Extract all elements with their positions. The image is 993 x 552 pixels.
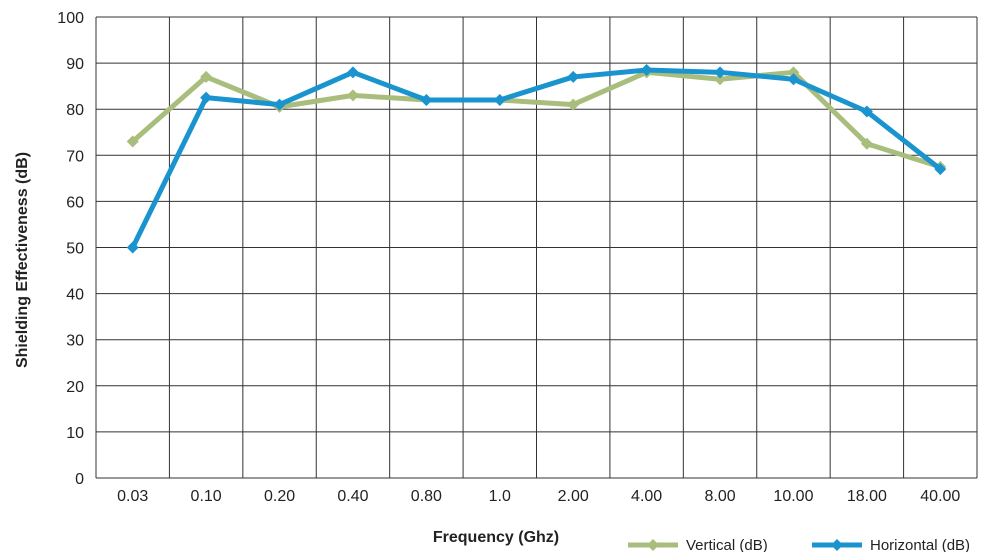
legend-marker-horizontal — [831, 539, 843, 551]
legend-item-vertical: Vertical (dB) — [628, 537, 768, 552]
x-tick-label: 1.0 — [489, 488, 511, 505]
x-tick-label: 2.00 — [558, 488, 589, 505]
data-point-horizontal — [420, 93, 433, 106]
data-point-horizontal — [126, 241, 139, 254]
legend-item-horizontal: Horizontal (dB) — [812, 537, 970, 552]
data-point-vertical — [567, 98, 580, 111]
x-tick-label: 8.00 — [704, 488, 735, 505]
data-point-vertical — [860, 137, 873, 150]
legend: Vertical (dB) Horizontal (dB) — [628, 537, 970, 552]
x-tick-label: 40.00 — [920, 488, 960, 505]
data-point-horizontal — [787, 73, 800, 86]
legend-label-horizontal: Horizontal (dB) — [870, 537, 970, 552]
series-horizontal — [126, 64, 947, 254]
y-tick-label: 40 — [66, 287, 84, 304]
data-point-horizontal — [567, 70, 580, 83]
y-tick-labels: 0 10 20 30 40 50 60 70 80 90 100 — [57, 10, 84, 488]
y-tick-label: 0 — [75, 471, 84, 488]
data-point-vertical — [714, 73, 727, 86]
data-point-horizontal — [346, 66, 359, 79]
gridlines — [95, 16, 978, 479]
data-point-horizontal — [200, 91, 213, 104]
x-tick-label: 10.00 — [773, 488, 813, 505]
data-point-horizontal — [860, 105, 873, 118]
y-tick-label: 90 — [66, 56, 84, 73]
data-point-vertical — [346, 89, 359, 102]
y-tick-label: 50 — [66, 241, 84, 258]
y-tick-label: 10 — [66, 425, 84, 442]
x-tick-label: 0.10 — [191, 488, 222, 505]
data-point-horizontal — [493, 93, 506, 106]
x-tick-labels: 0.03 0.10 0.20 0.40 0.80 1.0 2.00 4.00 8.00 10.00… — [117, 488, 960, 505]
data-point-horizontal — [714, 66, 727, 79]
y-tick-label: 20 — [66, 379, 84, 396]
data-point-vertical — [200, 70, 213, 83]
y-tick-label: 30 — [66, 333, 84, 350]
x-axis-title: Frequency (Ghz) — [433, 529, 559, 546]
series-line-horizontal — [130, 67, 943, 250]
data-point-horizontal — [934, 163, 947, 176]
y-tick-label: 80 — [66, 102, 84, 119]
x-tick-label: 18.00 — [847, 488, 887, 505]
data-point-vertical — [126, 135, 139, 148]
data-series — [126, 64, 947, 254]
x-tick-label: 4.00 — [631, 488, 662, 505]
y-axis-title: Shielding Effectiveness (dB) — [14, 152, 31, 368]
y-tick-label: 70 — [66, 148, 84, 165]
legend-label-vertical: Vertical (dB) — [686, 537, 768, 552]
x-tick-label: 0.80 — [411, 488, 442, 505]
data-point-vertical — [787, 66, 800, 79]
legend-marker-vertical — [647, 539, 659, 551]
y-tick-label: 100 — [57, 10, 84, 27]
x-tick-label: 0.20 — [264, 488, 295, 505]
data-point-horizontal — [640, 64, 653, 77]
data-point-horizontal — [273, 98, 286, 111]
x-tick-label: 0.03 — [117, 488, 148, 505]
y-tick-label: 60 — [66, 194, 84, 211]
x-tick-label: 0.40 — [337, 488, 368, 505]
